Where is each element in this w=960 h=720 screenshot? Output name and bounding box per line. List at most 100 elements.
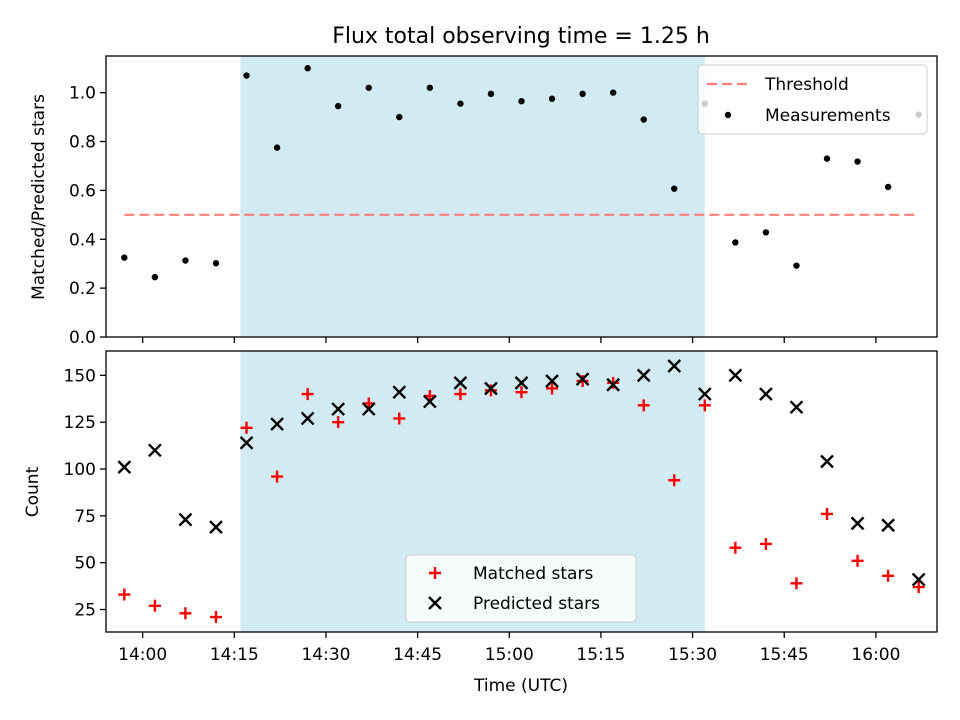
- measurement-point: [365, 84, 372, 91]
- predicted-star-point: [117, 460, 132, 474]
- matched-star-point: [515, 386, 528, 399]
- predicted-star-point: [209, 520, 223, 534]
- matched-star-point: [729, 541, 742, 554]
- matched-star-point: [179, 607, 192, 620]
- ratio-y-tick-label: 1.0: [69, 84, 96, 104]
- ratio-observing-window: [240, 56, 705, 337]
- matched-star-point: [759, 537, 772, 550]
- predicted-star-point: [422, 394, 437, 409]
- matched-star-point: [240, 421, 253, 434]
- measurement-point: [396, 113, 403, 121]
- matched-star-point: [271, 470, 284, 483]
- predicted-star-point: [850, 516, 865, 531]
- matched-star-point: [393, 412, 406, 425]
- measurement-point: [212, 260, 220, 267]
- predicted-star-point: [667, 359, 682, 373]
- x-tick-label: 15:30: [668, 645, 717, 665]
- predicted-star-point: [881, 518, 895, 533]
- measurement-point: [121, 254, 128, 261]
- predicted-star-point: [300, 411, 315, 426]
- x-tick-label: 15:15: [576, 645, 625, 665]
- measurement-point: [609, 89, 617, 96]
- matched-star-point: [301, 388, 314, 401]
- matched-star-point: [546, 382, 559, 395]
- predicted-star-point: [911, 572, 926, 587]
- x-tick-label: 14:00: [118, 645, 167, 665]
- measurement-point: [182, 257, 189, 264]
- matched-star-point: [209, 611, 222, 624]
- matched-star-point: [790, 577, 803, 590]
- predicted-star-point: [820, 454, 834, 469]
- x-tick-label: 16:00: [851, 645, 900, 665]
- ratio-panel: 0.0 0.2 0.4 0.6 0.8 1.0 Threshold Measurements: [69, 55, 938, 348]
- measurement-point: [487, 90, 495, 98]
- predicted-star-point: [453, 375, 468, 390]
- predicted-star-point: [270, 417, 284, 431]
- matched-star-point: [484, 384, 497, 397]
- measurement-point: [854, 158, 861, 165]
- ratio-y-tick-label: 0.8: [69, 133, 96, 153]
- x-tick-label: 14:30: [301, 645, 350, 665]
- measurement-point: [762, 229, 770, 236]
- matched-star-point: [821, 507, 834, 520]
- x-tick-label: 15:00: [485, 645, 534, 665]
- measurement-point: [426, 84, 434, 91]
- measurement-point: [304, 65, 311, 72]
- measurement-point: [579, 90, 586, 98]
- predicted-star-point: [545, 374, 559, 388]
- ratio-y-tick-label: 0.4: [69, 230, 96, 250]
- predicted-star-point: [728, 368, 743, 383]
- count-y-tick-label: 100: [64, 460, 96, 480]
- predicted-star-point: [789, 400, 804, 415]
- matched-star-point: [148, 599, 161, 612]
- predicted-star-point: [759, 387, 773, 401]
- measurement-point: [243, 72, 250, 79]
- count-y-tick-label: 75: [74, 507, 96, 527]
- predicted-star-point: [636, 368, 651, 383]
- matched-star-point: [454, 388, 467, 401]
- measurement-point: [334, 102, 342, 110]
- ratio-legend-box: [697, 64, 928, 135]
- count-axes-frame: [105, 350, 938, 633]
- measurement-point: [518, 98, 525, 105]
- ratio-y-tick-label: 0.2: [69, 279, 96, 299]
- count-y-tick-label: 125: [64, 413, 96, 433]
- ratio-y-axis-label: Matched/Predicted stars: [29, 94, 49, 300]
- legend-predicted-swatch: [428, 596, 442, 610]
- legend-predicted-label: Predicted stars: [473, 594, 600, 614]
- ratio-y-tick-label: 0.0: [69, 328, 96, 348]
- predicted-star-point: [392, 385, 407, 400]
- measurement-point: [671, 185, 678, 192]
- measurement-point: [793, 262, 800, 269]
- count-legend-box: [405, 554, 637, 623]
- measurement-point: [884, 183, 892, 191]
- count-y-tick-label: 50: [74, 554, 96, 574]
- chart-title: Flux total observing time = 1.25 h: [332, 24, 710, 49]
- count-panel: 25 50 75 100 125 150 14:00 14:15 14:30 14:45 15:00…: [64, 350, 938, 665]
- x-tick-label: 14:15: [210, 645, 259, 665]
- predicted-star-point: [575, 372, 590, 386]
- measurement-point: [823, 155, 831, 162]
- ratio-y-tick-label: 0.6: [69, 181, 96, 201]
- x-tick-label: 14:45: [393, 645, 442, 665]
- legend-measurement-label: Measurements: [765, 106, 891, 126]
- predicted-star-point: [361, 402, 376, 416]
- predicted-star-point: [178, 512, 193, 527]
- matched-star-point: [576, 374, 589, 387]
- matched-star-point: [118, 588, 131, 601]
- measurement-point: [151, 273, 159, 281]
- matched-star-point: [882, 569, 895, 582]
- legend-matched-swatch: [429, 567, 441, 579]
- legend-matched-label: Matched stars: [473, 564, 593, 584]
- predicted-star-point: [697, 387, 712, 401]
- count-legend: Matched stars Predicted stars: [405, 554, 637, 623]
- predicted-star-point: [484, 381, 498, 396]
- matched-star-point: [607, 376, 620, 389]
- legend-threshold-label: Threshold: [764, 75, 849, 95]
- matched-star-point: [851, 554, 864, 567]
- matched-star-point: [698, 399, 711, 412]
- predicted-star-point: [514, 375, 529, 390]
- ratio-axes-frame: [105, 55, 938, 338]
- matched-star-point: [637, 399, 650, 412]
